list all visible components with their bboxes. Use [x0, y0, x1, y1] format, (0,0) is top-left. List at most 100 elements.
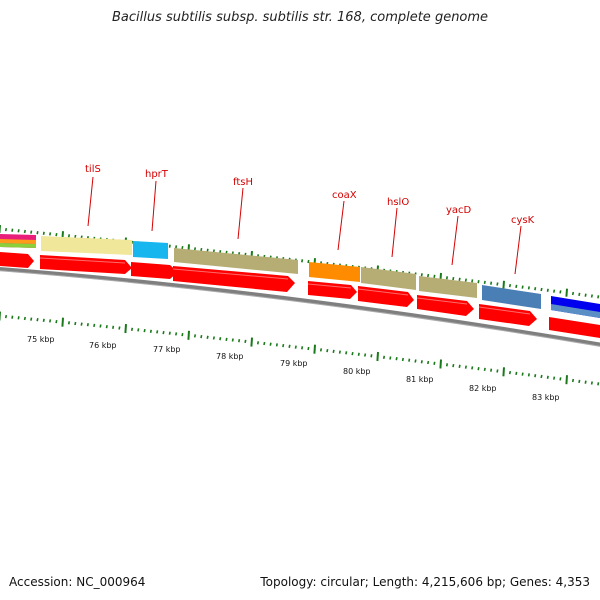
minor-tick: [319, 348, 323, 352]
genome-backbone-shadow: [0, 270, 600, 347]
major-tick: [565, 288, 568, 297]
minor-tick: [168, 331, 171, 335]
leader-line-ftsH: [237, 187, 244, 240]
leader-line-hprT: [151, 180, 157, 232]
minor-tick: [521, 372, 524, 376]
minor-tick: [546, 375, 549, 379]
minor-tick: [162, 330, 165, 335]
minor-tick: [238, 339, 241, 343]
minor-tick: [4, 314, 8, 319]
ruler-labels: 75 kbp 76 kbp 77 kbp 78 kbp 79 kbp 80 kb…: [27, 335, 560, 402]
minor-tick: [269, 342, 272, 346]
minor-tick: [584, 293, 587, 297]
major-tick: [187, 330, 190, 340]
minor-tick: [212, 336, 215, 340]
minor-tick: [55, 319, 58, 324]
minor-tick: [458, 277, 461, 281]
leader-line-yacD: [451, 215, 459, 266]
accession-text: Accession: NC_000964: [9, 575, 146, 589]
gene-label-hprT: hprT: [145, 169, 169, 180]
minor-tick: [483, 367, 486, 372]
minor-tick: [137, 328, 140, 332]
minor-tick: [231, 338, 234, 342]
minor-tick: [395, 357, 398, 361]
minor-tick: [584, 380, 587, 384]
minor-tick: [200, 334, 203, 339]
minor-tick: [553, 376, 556, 380]
minor-tick: [420, 273, 423, 277]
minor-tick: [149, 329, 152, 333]
ruler-label: 75 kbp: [27, 335, 55, 344]
minor-tick: [370, 354, 373, 358]
leader-line-tilS: [87, 176, 94, 227]
minor-tick: [345, 351, 348, 355]
minor-tick: [307, 346, 310, 351]
minor-tick: [42, 231, 45, 235]
minor-tick: [206, 335, 209, 339]
genome-summary-text: Topology: circular; Length: 4,215,606 bp…: [260, 575, 590, 589]
cds-highlight: [172, 268, 289, 280]
minor-tick: [527, 286, 530, 290]
major-tick: [124, 324, 127, 334]
minor-tick: [36, 231, 39, 235]
minor-tick: [67, 321, 71, 325]
gene-label-ftsH: ftsH: [233, 177, 253, 188]
minor-tick: [181, 332, 184, 337]
major-tick: [250, 337, 253, 347]
feature-block-tilS: [41, 236, 132, 255]
minor-tick: [427, 360, 430, 365]
ruler-label: 77 kbp: [153, 345, 181, 354]
minor-tick: [11, 315, 14, 319]
minor-tick: [17, 229, 20, 233]
minor-tick: [23, 229, 26, 234]
feature-block-next-2: [551, 304, 600, 318]
feature-block-coaX: [309, 262, 360, 282]
minor-tick: [130, 327, 134, 331]
minor-tick: [244, 339, 247, 344]
minor-tick: [389, 356, 392, 360]
minor-tick: [546, 288, 549, 292]
leader-line-hslO: [391, 207, 398, 258]
minor-tick: [540, 287, 543, 292]
minor-tick: [275, 343, 278, 347]
leader-line-coaX: [337, 200, 345, 251]
minor-tick: [256, 341, 260, 345]
minor-tick: [508, 283, 512, 288]
ruler-label: 83 kbp: [532, 393, 560, 402]
minor-tick: [49, 232, 52, 236]
minor-tick: [483, 280, 486, 285]
minor-tick: [515, 284, 518, 289]
minor-tick: [515, 371, 518, 376]
minor-tick: [490, 368, 493, 372]
cds-arrow: [308, 281, 357, 299]
ruler-label: 80 kbp: [343, 367, 371, 376]
feature-block-stack-left-3: [0, 243, 36, 248]
minor-tick: [30, 317, 33, 321]
minor-tick: [332, 349, 335, 354]
minor-tick: [80, 322, 83, 326]
minor-tick: [408, 358, 411, 362]
minor-tick: [471, 366, 474, 370]
minor-tick: [590, 381, 593, 385]
minor-tick: [193, 334, 197, 338]
minor-tick: [496, 369, 499, 373]
minor-tick: [156, 330, 159, 334]
minor-tick: [86, 323, 89, 327]
cds-arrow: [0, 252, 34, 268]
cds-arrow: [479, 304, 537, 326]
gene-label-coaX: coaX: [332, 190, 357, 201]
minor-tick: [477, 280, 480, 284]
ruler-label: 76 kbp: [89, 341, 117, 350]
minor-tick: [225, 337, 228, 342]
cds-highlight: [357, 288, 409, 296]
cds-arrow: [549, 317, 600, 338]
gene-label-leaders: [87, 176, 522, 275]
minor-tick: [294, 345, 297, 349]
gene-labels: tilS hprT ftsH coaX hslO yacD cysK: [85, 164, 535, 226]
feature-track: [0, 234, 600, 318]
minor-tick: [452, 363, 455, 368]
feature-block-stack-left-2: [0, 239, 36, 244]
genome-title: Bacillus subtilis subsp. subtilis str. 1…: [111, 10, 489, 25]
cds-arrow: [358, 286, 414, 307]
minor-tick: [288, 344, 291, 348]
